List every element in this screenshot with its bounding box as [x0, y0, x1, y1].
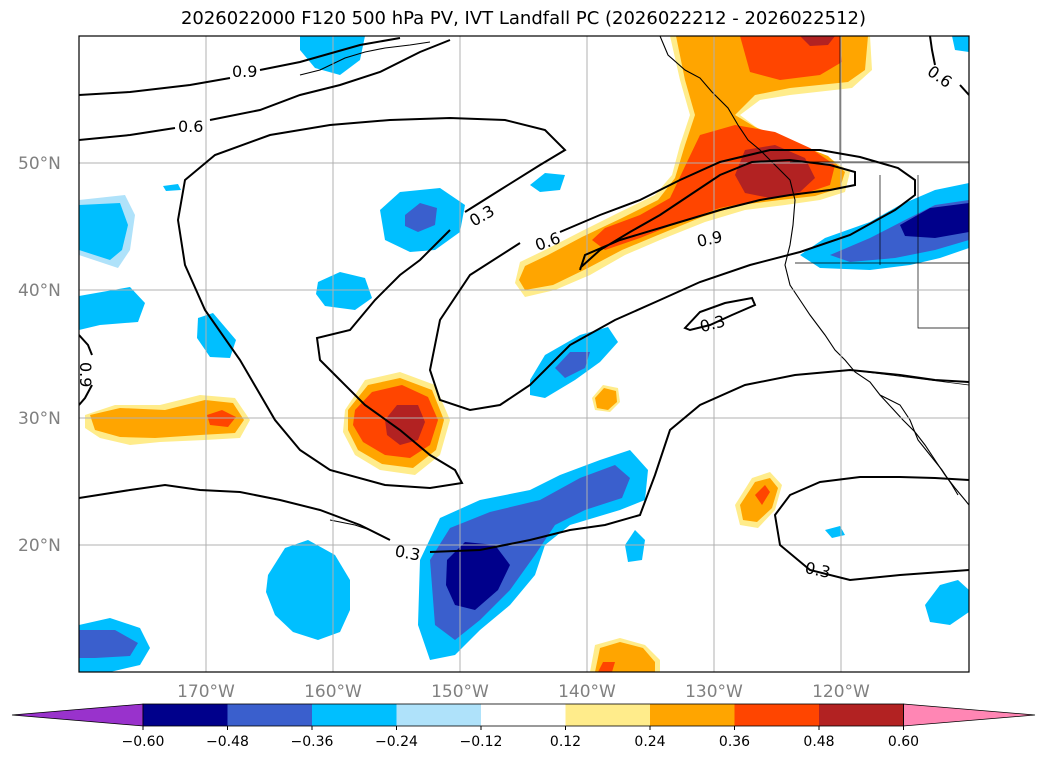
contour-label: 0.9: [232, 62, 257, 81]
negative-anomaly-region: [163, 184, 181, 191]
contour-label: 0.6: [178, 117, 203, 136]
colorbar-tick-label: 0.12: [550, 734, 581, 750]
contour-0.3-loop: [176, 116, 567, 490]
negative-anomaly-region: [446, 542, 510, 610]
colorbar-swatch: [481, 704, 566, 726]
contour-0.6-top: [79, 39, 451, 141]
map-frame: [78, 35, 970, 673]
lon-label: 170°W: [177, 682, 235, 702]
colorbar-tick-label: −0.24: [375, 734, 418, 750]
positive-anomaly-region: [800, 36, 835, 46]
colorbar-tick-label: −0.12: [460, 734, 503, 750]
lon-label: 140°W: [558, 682, 616, 702]
colorbar-swatch: [143, 704, 228, 726]
shaded-fields: [79, 36, 969, 672]
contour-0.3-east-small: [683, 296, 757, 332]
colorbar-extend-low: [11, 703, 144, 727]
colorbar-swatch: [734, 704, 820, 726]
negative-anomaly-region: [316, 272, 372, 310]
negative-anomaly-region: [79, 287, 145, 330]
negative-anomaly-region: [197, 313, 236, 358]
colorbar-frame: [142, 703, 904, 727]
negative-anomaly-region: [825, 526, 845, 538]
contour-0.9-main: [579, 158, 856, 271]
contour-label: 0.3: [393, 541, 421, 564]
contour-0.9-top: [79, 37, 401, 96]
colorbar-tick-label: 0.24: [634, 734, 665, 750]
baja-coastline: [879, 394, 959, 496]
negative-anomaly-region: [530, 173, 565, 192]
lon-label: 160°W: [304, 682, 362, 702]
colorbar-tick-label: −0.60: [122, 734, 165, 750]
colorbar-tick-label: −0.48: [206, 734, 249, 750]
colorbar-swatch: [227, 704, 313, 726]
colorbar-tick-label: 0.36: [719, 734, 750, 750]
colorbar-swatch: [565, 704, 651, 726]
positive-anomaly-region: [385, 405, 425, 445]
lat-label: 20°N: [18, 536, 61, 556]
colorbar-swatch: [312, 704, 397, 726]
lat-label: 50°N: [18, 154, 61, 174]
aleutian-islands: [299, 41, 431, 76]
negative-anomaly-region: [405, 203, 437, 232]
positive-anomaly-region: [595, 388, 617, 410]
map-title: 2026022000 F120 500 hPa PV, IVT Landfall…: [180, 8, 867, 29]
positive-anomaly-region: [740, 36, 842, 80]
negative-anomaly-region: [625, 530, 645, 562]
positive-anomaly-region: [755, 485, 770, 505]
longitude-labels: 170°W 160°W 150°W 140°W 130°W 120°W: [177, 682, 870, 702]
colorbar-swatch: [396, 704, 482, 726]
pv-contours: [79, 36, 969, 582]
lon-label: 150°W: [431, 682, 489, 702]
negative-anomaly-region: [266, 540, 350, 640]
colorbar-swatch: [650, 704, 735, 726]
negative-anomaly-region: [925, 580, 969, 625]
north-america-coastline: [659, 36, 969, 506]
lat-label: 40°N: [18, 281, 61, 301]
colorbar-tick-label: −0.36: [291, 734, 334, 750]
colorbar-swatch: [819, 704, 904, 726]
latitude-labels: 50°N 40°N 30°N 20°N: [18, 154, 61, 556]
negative-anomaly-region: [79, 630, 138, 658]
negative-anomaly-region: [952, 36, 969, 52]
contour-0.6-main: [428, 149, 916, 412]
contour-0.3-west: [79, 368, 969, 553]
lat-label: 30°N: [18, 409, 61, 429]
positive-anomaly-region: [598, 662, 615, 672]
colorbar-tick-label: 0.48: [803, 734, 834, 750]
lon-label: 120°W: [812, 682, 870, 702]
negative-anomaly-region: [555, 352, 590, 378]
contour-label: 0.9: [695, 227, 724, 251]
negative-anomaly-region: [79, 203, 128, 260]
colorbar-tick-label: 0.60: [888, 734, 919, 750]
contour-0.9-left: [79, 334, 93, 406]
colorbar: −0.60 −0.48 −0.36 −0.24 −0.12 0.12 0.24 0.36 0.4…: [11, 703, 1036, 750]
positive-anomaly-region: [735, 145, 815, 198]
colorbar-extend-high: [903, 703, 1036, 727]
lon-label: 130°W: [685, 682, 743, 702]
contour-0.3-southeast: [773, 476, 969, 582]
contour-0.6-topright: [929, 36, 969, 96]
contour-label: 0.9: [76, 362, 95, 387]
negative-anomaly-region: [900, 203, 969, 238]
contour-label: 0.3: [803, 558, 832, 582]
state-border: [795, 175, 969, 329]
